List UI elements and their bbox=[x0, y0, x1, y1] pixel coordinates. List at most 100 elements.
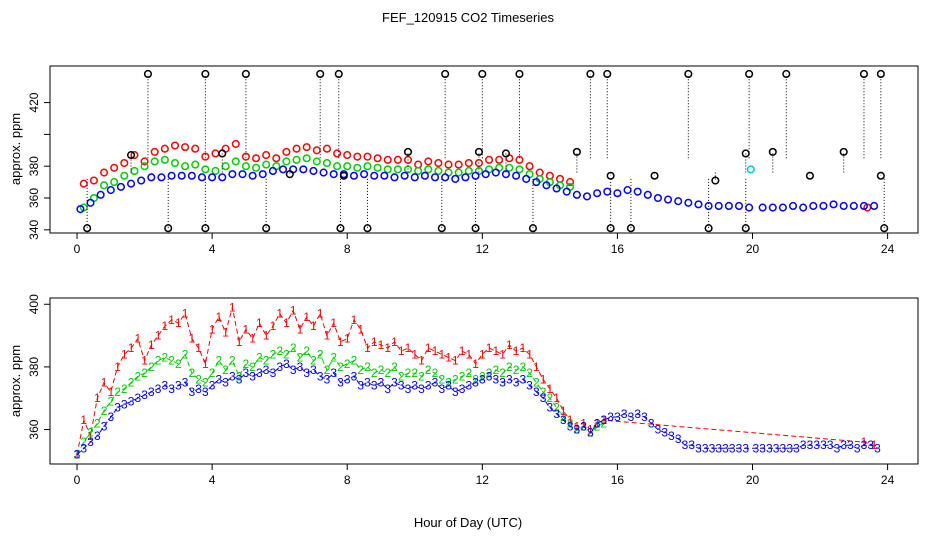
bottom-series-2-point-label: 2 bbox=[438, 372, 445, 386]
bottom-series-3-point-label: 3 bbox=[74, 448, 81, 462]
bottom-series-2-point-label: 2 bbox=[499, 366, 506, 380]
top-y-tick-label: 380 bbox=[27, 156, 41, 176]
top-series-1-point bbox=[393, 155, 402, 164]
bottom-series-3-point-label: 3 bbox=[256, 366, 263, 380]
bottom-series-2-point-label: 2 bbox=[101, 404, 108, 418]
bottom-series-3-point-label: 3 bbox=[134, 391, 141, 405]
top-series-1-point bbox=[414, 160, 423, 169]
bottom-series-2-point-label: 2 bbox=[364, 360, 371, 374]
bottom-series-3-point-label: 3 bbox=[330, 366, 337, 380]
bottom-series-1-point-label: 1 bbox=[290, 304, 297, 318]
bottom-series-1-point-label: 1 bbox=[256, 316, 263, 330]
bottom-series-3-point-label: 3 bbox=[195, 382, 202, 396]
bottom-series-1-point-label: 1 bbox=[249, 332, 256, 346]
bottom-series-3-point-label: 3 bbox=[161, 379, 168, 393]
bottom-series-2-point-label: 2 bbox=[472, 372, 479, 386]
bottom-series-1-point-label: 1 bbox=[425, 341, 432, 355]
bottom-series-1-point-label: 1 bbox=[80, 413, 87, 427]
top-series-4-point bbox=[164, 224, 173, 233]
x-axis-label: Hour of Day (UTC) bbox=[414, 515, 522, 530]
bottom-series-2-point-label: 2 bbox=[155, 354, 162, 368]
bottom-series-1-point-label: 1 bbox=[168, 313, 175, 327]
top-series-2-point bbox=[322, 158, 331, 168]
bottom-series-3-point-label: 3 bbox=[236, 372, 243, 386]
top-series-3-point bbox=[734, 201, 744, 211]
bottom-series-2-point-label: 2 bbox=[425, 363, 432, 377]
bottom-series-1-point-label: 1 bbox=[310, 319, 317, 333]
top-series-2-point bbox=[140, 162, 149, 171]
bottom-series-2-point-label: 2 bbox=[567, 416, 574, 430]
top-series-3-point bbox=[870, 201, 879, 211]
bottom-series-1-point-label: 1 bbox=[506, 338, 513, 352]
bottom-series-1-point-label: 1 bbox=[276, 307, 283, 321]
top-series-2-point bbox=[120, 171, 129, 180]
bottom-series-3-point-label: 3 bbox=[742, 441, 749, 455]
bottom-y-tick-label: 360 bbox=[27, 419, 41, 439]
bottom-series-1-point-label: 1 bbox=[580, 416, 587, 430]
bottom-series-3-point-label: 3 bbox=[94, 429, 101, 443]
bottom-series-3-point-label: 3 bbox=[634, 407, 641, 421]
bottom-series-2-point-label: 2 bbox=[216, 354, 223, 368]
top-panel: 0 4 8 12 16 20 24 340 360 380 420 approx. ppm bbox=[8, 65, 919, 256]
top-series-3-point bbox=[349, 171, 359, 180]
bottom-series-3-point-label: 3 bbox=[486, 369, 493, 383]
top-series-3-point bbox=[745, 203, 754, 212]
top-series-2-point bbox=[333, 162, 342, 171]
top-series-2-point bbox=[464, 166, 473, 176]
bottom-series-2-point-label: 2 bbox=[547, 391, 554, 405]
bottom-series-3-point-label: 3 bbox=[384, 382, 391, 396]
bottom-series-1-point-label: 1 bbox=[121, 347, 128, 361]
bottom-series-2-point-label: 2 bbox=[222, 363, 229, 377]
top-series-3-point bbox=[714, 201, 723, 211]
bottom-series-1-point-label: 1 bbox=[574, 419, 581, 433]
top-series-2-point bbox=[292, 155, 301, 164]
bottom-series-3-point-label: 3 bbox=[229, 369, 236, 383]
bottom-series-2-point-label: 2 bbox=[189, 366, 196, 380]
bottom-series-3-point-label: 3 bbox=[418, 382, 425, 396]
top-series-2-point bbox=[393, 165, 402, 174]
top-series-3-point bbox=[177, 171, 186, 180]
bottom-series-2-point-label: 2 bbox=[121, 382, 128, 396]
bottom-series-2-point-label: 2 bbox=[371, 366, 378, 380]
bottom-x-tick-label: 4 bbox=[209, 473, 216, 487]
top-series-4-point bbox=[603, 69, 612, 79]
bottom-series-1-point-label: 1 bbox=[263, 329, 270, 343]
top-series-3-point bbox=[552, 184, 561, 193]
bottom-series-2-point-label: 2 bbox=[465, 366, 472, 380]
bottom-series-3-point-label: 3 bbox=[614, 410, 621, 424]
top-series-4-point bbox=[403, 147, 413, 156]
bottom-series-2-point-label: 2 bbox=[459, 369, 466, 383]
bottom-x-tick-label: 16 bbox=[611, 473, 625, 487]
bottom-series-2-point-label: 2 bbox=[249, 360, 256, 374]
bottom-series-3-point-label: 3 bbox=[378, 376, 385, 390]
top-series-1-point bbox=[231, 139, 240, 148]
top-series-3-point bbox=[116, 182, 125, 191]
bottom-series-1-point-label: 1 bbox=[141, 354, 148, 368]
bottom-series-3-point-label: 3 bbox=[601, 413, 608, 427]
bottom-series-1-point-label: 1 bbox=[411, 347, 418, 361]
top-series-1-point bbox=[191, 144, 200, 153]
bottom-series-2-point-label: 2 bbox=[330, 351, 337, 365]
top-series-3-point bbox=[839, 201, 848, 211]
bottom-series-1-point-label: 1 bbox=[357, 322, 364, 336]
top-series-2-point bbox=[414, 166, 423, 176]
top-series-3-point bbox=[278, 165, 288, 174]
bottom-series-3-point-label: 3 bbox=[766, 441, 773, 455]
bottom-series-2-point-label: 2 bbox=[148, 360, 155, 374]
top-panel-frame bbox=[49, 65, 919, 234]
top-series-3-point bbox=[319, 168, 328, 177]
bottom-series-3-point-label: 3 bbox=[101, 419, 108, 433]
bottom-series-1-point-label: 1 bbox=[371, 335, 378, 349]
bottom-series-1-point-label: 1 bbox=[175, 316, 182, 330]
top-series-4-point bbox=[768, 147, 777, 156]
bottom-series-3-point-label: 3 bbox=[276, 360, 283, 374]
bottom-series-3-point-label: 3 bbox=[786, 441, 793, 455]
bottom-series-2-point-label: 2 bbox=[384, 366, 391, 380]
bottom-series-3-point-label: 3 bbox=[607, 410, 614, 424]
bottom-series-2-point-label: 2 bbox=[290, 341, 297, 355]
bottom-series-3-point-label: 3 bbox=[249, 369, 256, 383]
bottom-series-1-point-label: 1 bbox=[344, 332, 351, 346]
bottom-series-3-point-label: 3 bbox=[688, 438, 695, 452]
top-series-3-point bbox=[788, 201, 798, 211]
top-series-3-point bbox=[542, 181, 551, 190]
